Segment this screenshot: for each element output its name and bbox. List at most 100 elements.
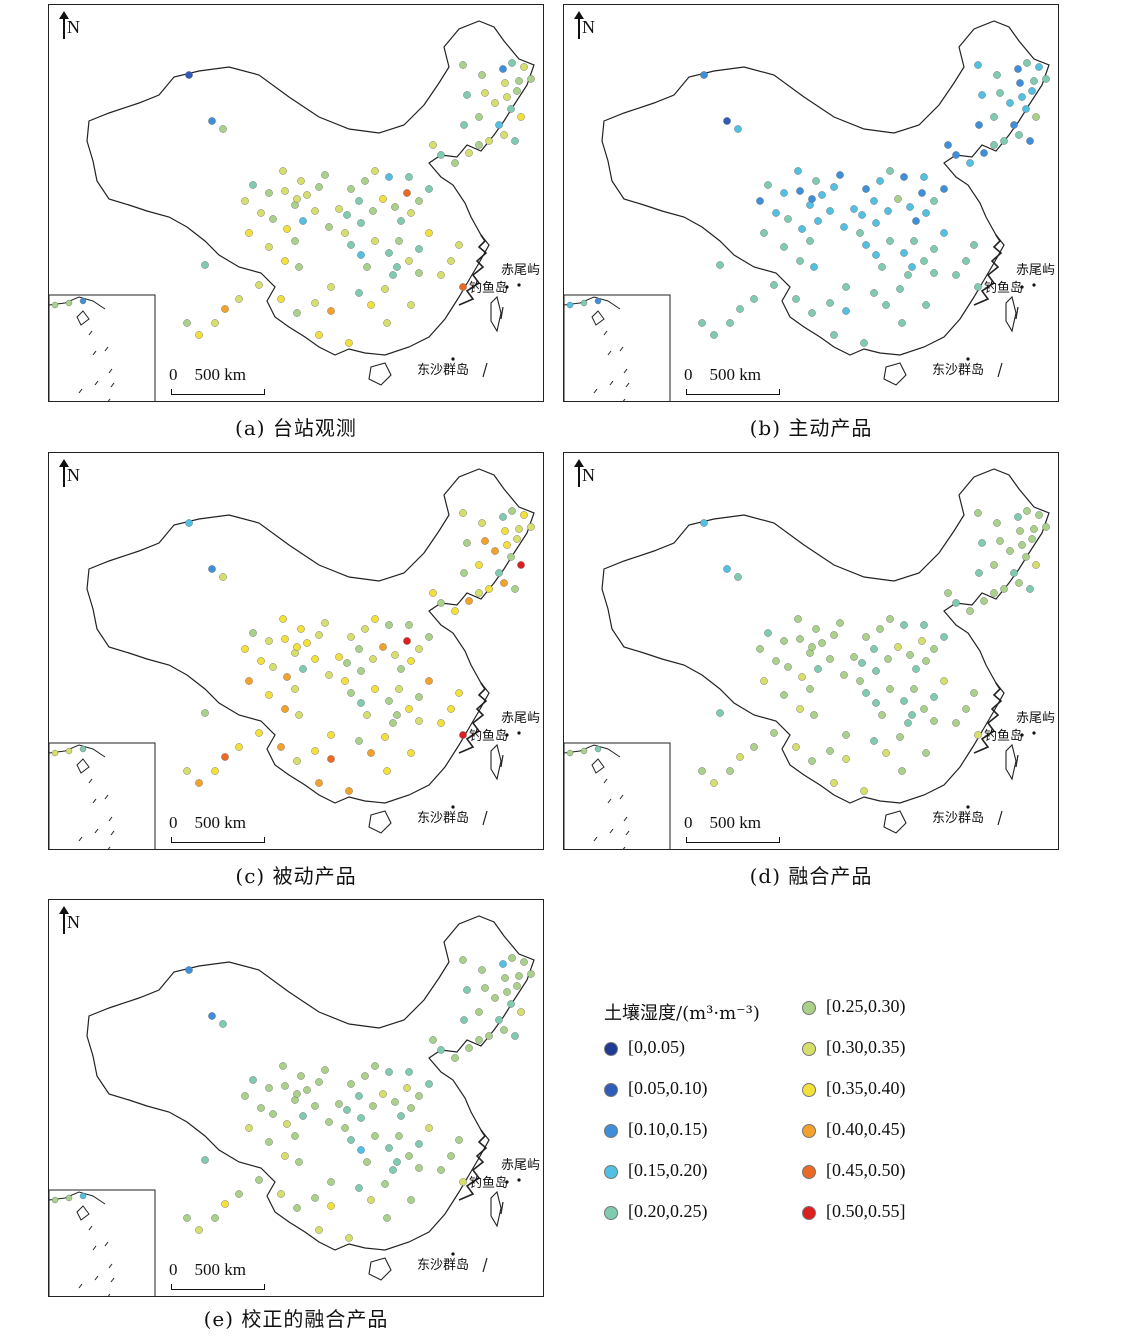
station-point <box>520 958 528 966</box>
station-point <box>508 507 516 515</box>
station-point <box>716 709 724 717</box>
station-point <box>900 173 908 181</box>
station-point <box>796 187 804 195</box>
station-point <box>1016 79 1024 87</box>
station-point <box>425 1080 433 1088</box>
station-point <box>886 685 894 693</box>
station-point <box>391 203 399 211</box>
station-point <box>235 295 243 303</box>
station-point <box>451 1054 459 1062</box>
station-point <box>772 209 780 217</box>
station-point <box>281 257 289 265</box>
station-point <box>511 1032 519 1040</box>
station-point <box>860 339 868 347</box>
boundary-dash <box>1015 754 1019 768</box>
station-point <box>283 673 291 681</box>
station-point <box>265 637 273 645</box>
inset-coastline <box>564 296 621 326</box>
station-point <box>255 1176 263 1184</box>
station-point <box>385 1144 393 1152</box>
station-point <box>219 1020 227 1028</box>
station-point <box>517 561 525 569</box>
coastline-detail <box>458 682 488 754</box>
inset-dash <box>622 846 626 849</box>
station-point <box>463 91 471 99</box>
station-point <box>700 71 708 79</box>
station-point <box>566 301 574 309</box>
station-point <box>325 1118 333 1126</box>
station-point <box>842 283 850 291</box>
station-point <box>894 643 902 651</box>
station-point <box>990 561 998 569</box>
station-point <box>381 285 389 293</box>
station-point <box>826 655 834 663</box>
station-point <box>451 159 459 167</box>
station-point <box>500 131 508 139</box>
station-point <box>219 573 227 581</box>
station-point <box>978 91 986 99</box>
inset-dash <box>94 1275 99 1281</box>
station-point <box>385 697 393 705</box>
station-point <box>327 307 335 315</box>
island-marker <box>1032 283 1036 287</box>
station-point <box>459 731 467 739</box>
station-point <box>341 229 349 237</box>
station-point <box>345 1234 353 1242</box>
station-point <box>459 956 467 964</box>
station-point <box>878 711 886 719</box>
station-point <box>465 149 473 157</box>
station-point <box>219 125 227 133</box>
station-point <box>79 297 87 305</box>
station-point <box>1000 585 1008 593</box>
station-point <box>826 299 834 307</box>
station-point <box>357 219 365 227</box>
station-point <box>810 263 818 271</box>
inset-dash <box>623 368 628 374</box>
legend-item: [0,0.05) <box>604 1037 685 1058</box>
north-label: N <box>582 17 595 37</box>
station-point <box>355 1184 363 1192</box>
island-marker <box>505 1180 509 1184</box>
station-point <box>796 705 804 713</box>
station-point <box>293 757 301 765</box>
map-svg <box>49 20 535 401</box>
legend-label: [0.30,0.35) <box>826 1037 906 1057</box>
station-point <box>770 729 778 737</box>
station-point <box>930 245 938 253</box>
station-point <box>355 737 363 745</box>
station-point <box>495 569 503 577</box>
station-point <box>478 966 486 974</box>
station-point <box>277 295 285 303</box>
station-point <box>415 717 423 725</box>
station-point <box>235 1190 243 1198</box>
station-point <box>922 657 930 665</box>
station-point <box>311 1194 319 1202</box>
station-point <box>475 561 483 569</box>
station-point <box>249 1076 257 1084</box>
station-point <box>397 665 405 673</box>
station-point <box>481 984 489 992</box>
station-point <box>361 625 369 633</box>
station-point <box>221 305 229 313</box>
station-point <box>862 633 870 641</box>
station-point <box>908 711 916 719</box>
station-point <box>475 141 483 149</box>
island-marker <box>451 357 455 361</box>
station-point <box>594 297 602 305</box>
legend-item: [0.50,0.55] <box>802 1201 906 1222</box>
station-point <box>463 986 471 994</box>
station-point <box>1000 137 1008 145</box>
station-point <box>281 187 289 195</box>
station-point <box>397 217 405 225</box>
station-point <box>760 677 768 685</box>
station-point <box>764 181 772 189</box>
china-outline <box>86 20 535 356</box>
station-point <box>511 137 519 145</box>
station-point <box>1035 511 1043 519</box>
station-point <box>357 1146 365 1154</box>
station-point <box>279 615 287 623</box>
station-point <box>756 645 764 653</box>
station-point <box>912 217 920 225</box>
station-point <box>806 685 814 693</box>
station-point <box>842 731 850 739</box>
